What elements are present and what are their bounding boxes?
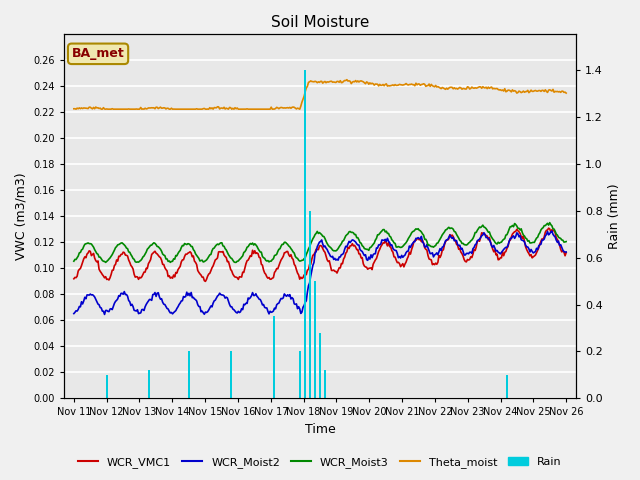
Bar [148,370,150,398]
Bar [324,370,326,398]
Y-axis label: VWC (m3/m3): VWC (m3/m3) [15,172,28,260]
X-axis label: Time: Time [305,423,335,436]
Bar [309,211,311,398]
Y-axis label: Rain (mm): Rain (mm) [609,183,621,249]
Bar [300,351,301,398]
Text: BA_met: BA_met [72,48,124,60]
Bar [506,375,508,398]
Title: Soil Moisture: Soil Moisture [271,15,369,30]
Legend: WCR_VMC1, WCR_Moist2, WCR_Moist3, Theta_moist, Rain: WCR_VMC1, WCR_Moist2, WCR_Moist3, Theta_… [74,452,566,472]
Bar [230,351,232,398]
Bar [188,351,189,398]
Bar [304,70,306,398]
Bar [106,375,108,398]
Bar [319,333,321,398]
Bar [314,281,316,398]
Bar [273,316,275,398]
